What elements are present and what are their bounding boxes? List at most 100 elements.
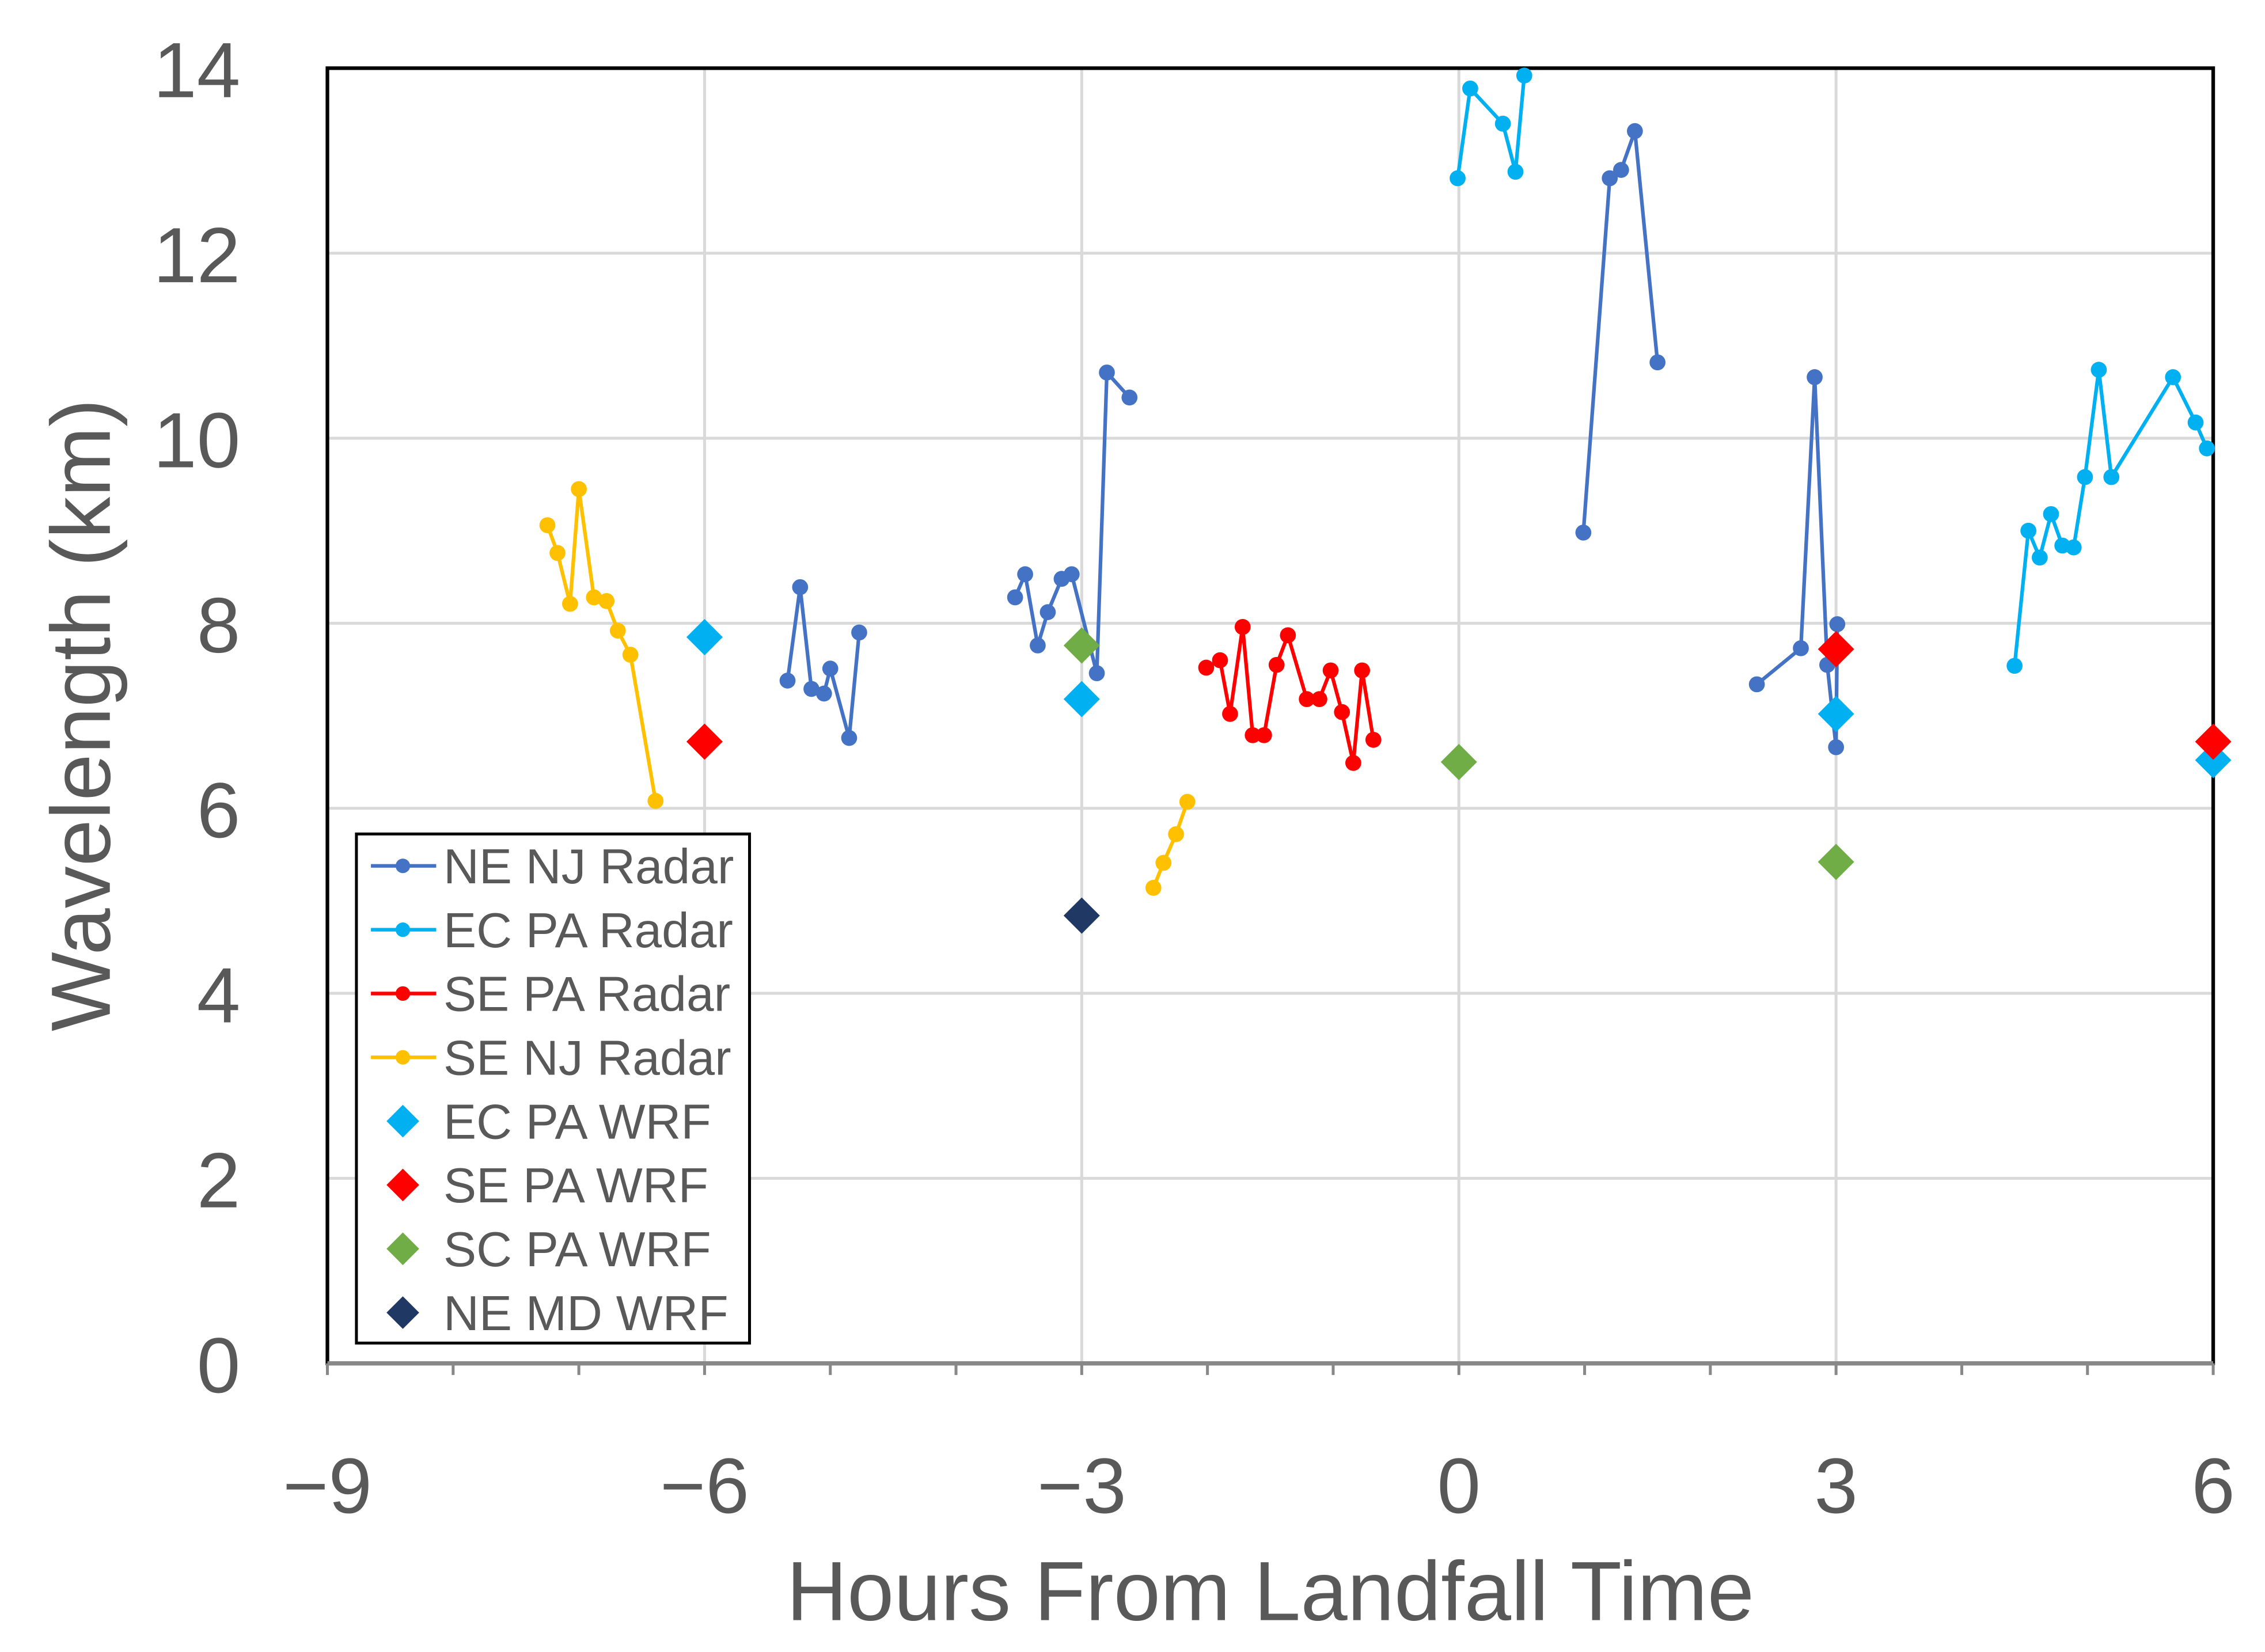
- circle-point: [1039, 604, 1056, 620]
- circle-point: [1007, 589, 1023, 606]
- circle-point: [803, 681, 820, 697]
- legend: NE NJ Radar EC PA Radar SE PA Radar SE NJ R…: [355, 832, 752, 1345]
- circle-point: [1507, 164, 1524, 180]
- circle-point: [1030, 637, 1046, 654]
- x-tick-label: −3: [1037, 1442, 1126, 1529]
- circle-point: [1268, 656, 1285, 673]
- legend-label: NE NJ Radar: [443, 839, 734, 894]
- x-tick-label: −9: [283, 1442, 372, 1529]
- circle-point: [1256, 727, 1272, 743]
- x-axis-label: Hours From Landfall Time: [787, 1544, 1754, 1638]
- circle-point: [2199, 440, 2215, 457]
- circle-point: [1222, 705, 1238, 722]
- circle-point: [779, 673, 796, 689]
- series-se-pa-radar: [1198, 618, 1382, 771]
- circle-point: [586, 589, 602, 606]
- diamond-point: [1818, 631, 1854, 667]
- circle-point: [1365, 731, 1382, 748]
- legend-circle-marker: [395, 859, 411, 874]
- series-line: [1205, 626, 1375, 764]
- series-line: [545, 488, 658, 802]
- y-tick-label: 0: [197, 1321, 241, 1409]
- legend-circle-marker: [395, 922, 411, 937]
- diamond-point: [1063, 627, 1100, 664]
- circle-point: [2065, 539, 2082, 556]
- circle-point: [1245, 727, 1261, 743]
- x-tick-label: −6: [660, 1442, 749, 1529]
- circle-point: [1234, 618, 1251, 635]
- y-axis-label: Wavelength (km): [34, 399, 128, 1032]
- circle-point: [1017, 566, 1033, 583]
- series-ne-md-wrf: [1063, 897, 1100, 934]
- circle-point: [2077, 469, 2093, 485]
- circle-point: [792, 579, 809, 595]
- series-ne-nj-radar: [779, 123, 1846, 755]
- y-tick-label: 6: [197, 766, 241, 854]
- circle-point: [1334, 704, 1350, 720]
- circle-point: [1748, 676, 1765, 693]
- circle-point: [1145, 880, 1162, 896]
- series-line: [1581, 130, 1660, 533]
- diamond-point: [1063, 681, 1100, 717]
- circle-point: [815, 685, 832, 702]
- series-line: [1755, 377, 1839, 748]
- circle-point: [647, 793, 664, 809]
- y-tick-label: 10: [153, 396, 240, 484]
- circle-point: [1168, 826, 1184, 842]
- circle-point: [622, 647, 639, 663]
- legend-entry: EC PA Radar: [371, 903, 733, 958]
- legend-label: SE NJ Radar: [443, 1030, 731, 1085]
- circle-point: [609, 622, 626, 639]
- circle-point: [1829, 616, 1846, 632]
- circle-point: [1494, 115, 1511, 132]
- y-tick-label: 2: [197, 1137, 241, 1224]
- circle-point: [561, 595, 578, 612]
- circle-point: [549, 545, 566, 561]
- series-line: [1013, 368, 1131, 674]
- circle-point: [1450, 170, 1466, 187]
- circle-point: [1516, 67, 1532, 84]
- axes: 0 2 4 6 8 10 12 14 −9 −6 −3 0 3 6: [153, 26, 2235, 1529]
- diamond-point: [1818, 696, 1854, 732]
- x-tick-label: 6: [2191, 1442, 2235, 1529]
- circle-point: [1155, 855, 1172, 871]
- circle-point: [1602, 170, 1618, 187]
- circle-point: [1280, 627, 1296, 644]
- circle-point: [1627, 123, 1643, 139]
- diamond-point: [2195, 723, 2232, 760]
- circle-point: [1198, 659, 1215, 676]
- circle-point: [2006, 658, 2023, 674]
- series-ec-pa-radar: [1450, 67, 2215, 674]
- legend-entry: EC PA WRF: [386, 1094, 711, 1149]
- circle-point: [598, 593, 615, 609]
- circle-point: [571, 481, 587, 498]
- legend-diamond-marker: [386, 1232, 419, 1266]
- circle-point: [1212, 652, 1228, 669]
- legend-label: SE PA WRF: [443, 1158, 708, 1213]
- circle-point: [1354, 662, 1371, 679]
- circle-point: [1179, 793, 1196, 810]
- y-tick-label: 14: [153, 26, 240, 114]
- x-tick-label: 0: [1437, 1442, 1481, 1529]
- series-line: [2013, 369, 2209, 666]
- circle-point: [2187, 414, 2204, 431]
- legend-box: [355, 832, 752, 1345]
- y-tick-label: 4: [197, 951, 241, 1039]
- legend-diamond-marker: [386, 1296, 419, 1329]
- circle-point: [822, 660, 839, 677]
- circle-point: [2165, 369, 2181, 385]
- legend-entry: NE MD WRF: [386, 1286, 729, 1341]
- legend-label: NE MD WRF: [443, 1286, 729, 1341]
- legend-entry: SC PA WRF: [386, 1222, 711, 1277]
- circle-point: [851, 624, 867, 641]
- legend-circle-marker: [395, 986, 411, 1001]
- circle-point: [841, 730, 858, 746]
- circle-point: [1064, 566, 1080, 583]
- circle-point: [1649, 354, 1666, 371]
- circle-point: [1345, 755, 1361, 771]
- legend-diamond-marker: [386, 1168, 419, 1202]
- diamond-point: [686, 723, 723, 760]
- data-marks: [539, 67, 2232, 934]
- circle-point: [1088, 665, 1105, 682]
- legend-circle-marker: [395, 1050, 411, 1065]
